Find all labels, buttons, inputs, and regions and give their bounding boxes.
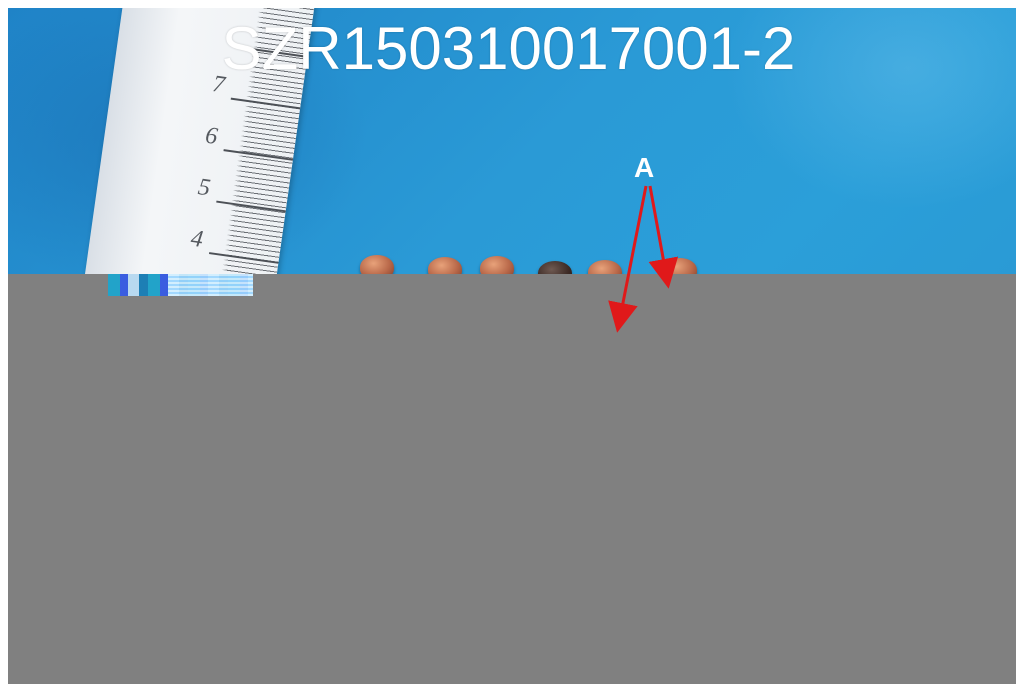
photo: 7 6 5 4 bbox=[8, 8, 1016, 684]
annotation-label: A bbox=[634, 152, 655, 183]
redacted-area bbox=[8, 274, 1016, 684]
sample-id-title: SZR150310017001-2 bbox=[221, 15, 796, 82]
image-artifact bbox=[168, 274, 253, 296]
arrow-line bbox=[648, 185, 679, 289]
arrow-line bbox=[608, 185, 648, 333]
